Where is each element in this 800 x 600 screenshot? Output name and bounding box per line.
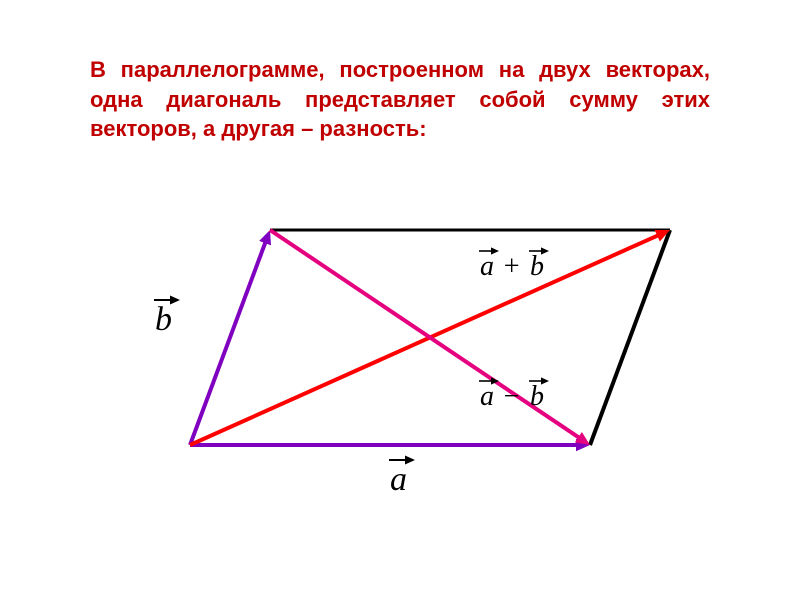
parallelogram-diagram: aba+ba−b [0, 0, 800, 600]
svg-text:a: a [480, 251, 494, 282]
svg-text:a: a [480, 381, 494, 412]
label-diff: a−b [479, 377, 549, 412]
svg-text:−: − [502, 381, 521, 412]
svg-text:+: + [502, 251, 521, 282]
svg-text:b: b [155, 301, 172, 338]
svg-text:a: a [390, 461, 407, 498]
svg-text:b: b [530, 251, 544, 282]
label-sum: a + b [479, 247, 549, 282]
svg-text:b: b [530, 381, 544, 412]
label-vec-b: b [154, 296, 180, 339]
diag-sum [190, 233, 662, 445]
vec-b-arrowhead [259, 230, 271, 245]
label-vec-a: a [389, 456, 415, 499]
